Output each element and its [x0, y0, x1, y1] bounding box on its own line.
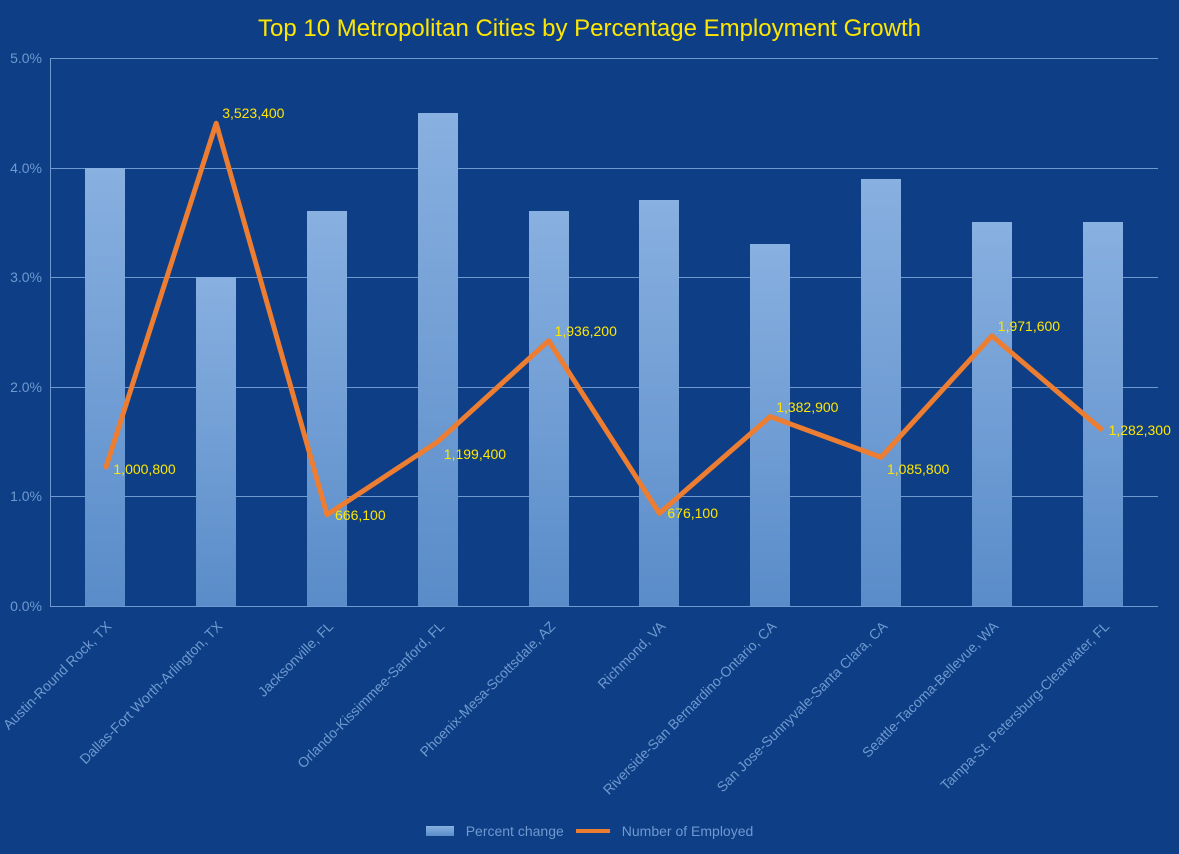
- y-axis-tick-label: 2.0%: [10, 379, 42, 395]
- x-axis-category-label: Jacksonville, FL: [255, 618, 337, 700]
- chart-title: Top 10 Metropolitan Cities by Percentage…: [0, 15, 1179, 43]
- legend-swatch-bar: [426, 826, 454, 836]
- y-axis-tick-label: 5.0%: [10, 50, 42, 66]
- x-axis-category-label: Phoenix-Mesa-Scottsdale, AZ: [416, 618, 558, 760]
- line-data-label: 676,100: [667, 505, 718, 521]
- legend-label-line: Number of Employed: [622, 823, 754, 839]
- line-data-label: 1,282,300: [1109, 422, 1171, 438]
- legend-swatch-line: [576, 829, 610, 833]
- line-data-label: 666,100: [335, 507, 386, 523]
- y-axis-tick-label: 4.0%: [10, 160, 42, 176]
- line-data-label: 1,971,600: [998, 318, 1060, 334]
- line-data-label: 1,199,400: [444, 446, 506, 462]
- x-axis-category-label: Riverside-San Bernardino-Ontario, CA: [600, 618, 780, 798]
- line-data-label: 1,085,800: [887, 461, 949, 477]
- employment-growth-chart: Top 10 Metropolitan Cities by Percentage…: [0, 0, 1179, 854]
- legend-label-bar: Percent change: [466, 823, 564, 839]
- plot-area: 0.0%1.0%2.0%3.0%4.0%5.0%Austin-Round Roc…: [50, 58, 1158, 606]
- line-data-label: 1,000,800: [113, 461, 175, 477]
- y-axis-tick-label: 1.0%: [10, 488, 42, 504]
- y-axis-tick-label: 0.0%: [10, 598, 42, 614]
- gridline: [50, 606, 1158, 607]
- line-data-label: 3,523,400: [222, 105, 284, 121]
- x-axis-category-label: Austin-Round Rock, TX: [0, 618, 115, 733]
- y-axis-tick-label: 3.0%: [10, 269, 42, 285]
- x-axis-category-label: Richmond, VA: [595, 618, 669, 692]
- line-data-label: 1,936,200: [555, 323, 617, 339]
- chart-legend: Percent change Number of Employed: [0, 823, 1179, 839]
- line-data-label: 1,382,900: [776, 399, 838, 415]
